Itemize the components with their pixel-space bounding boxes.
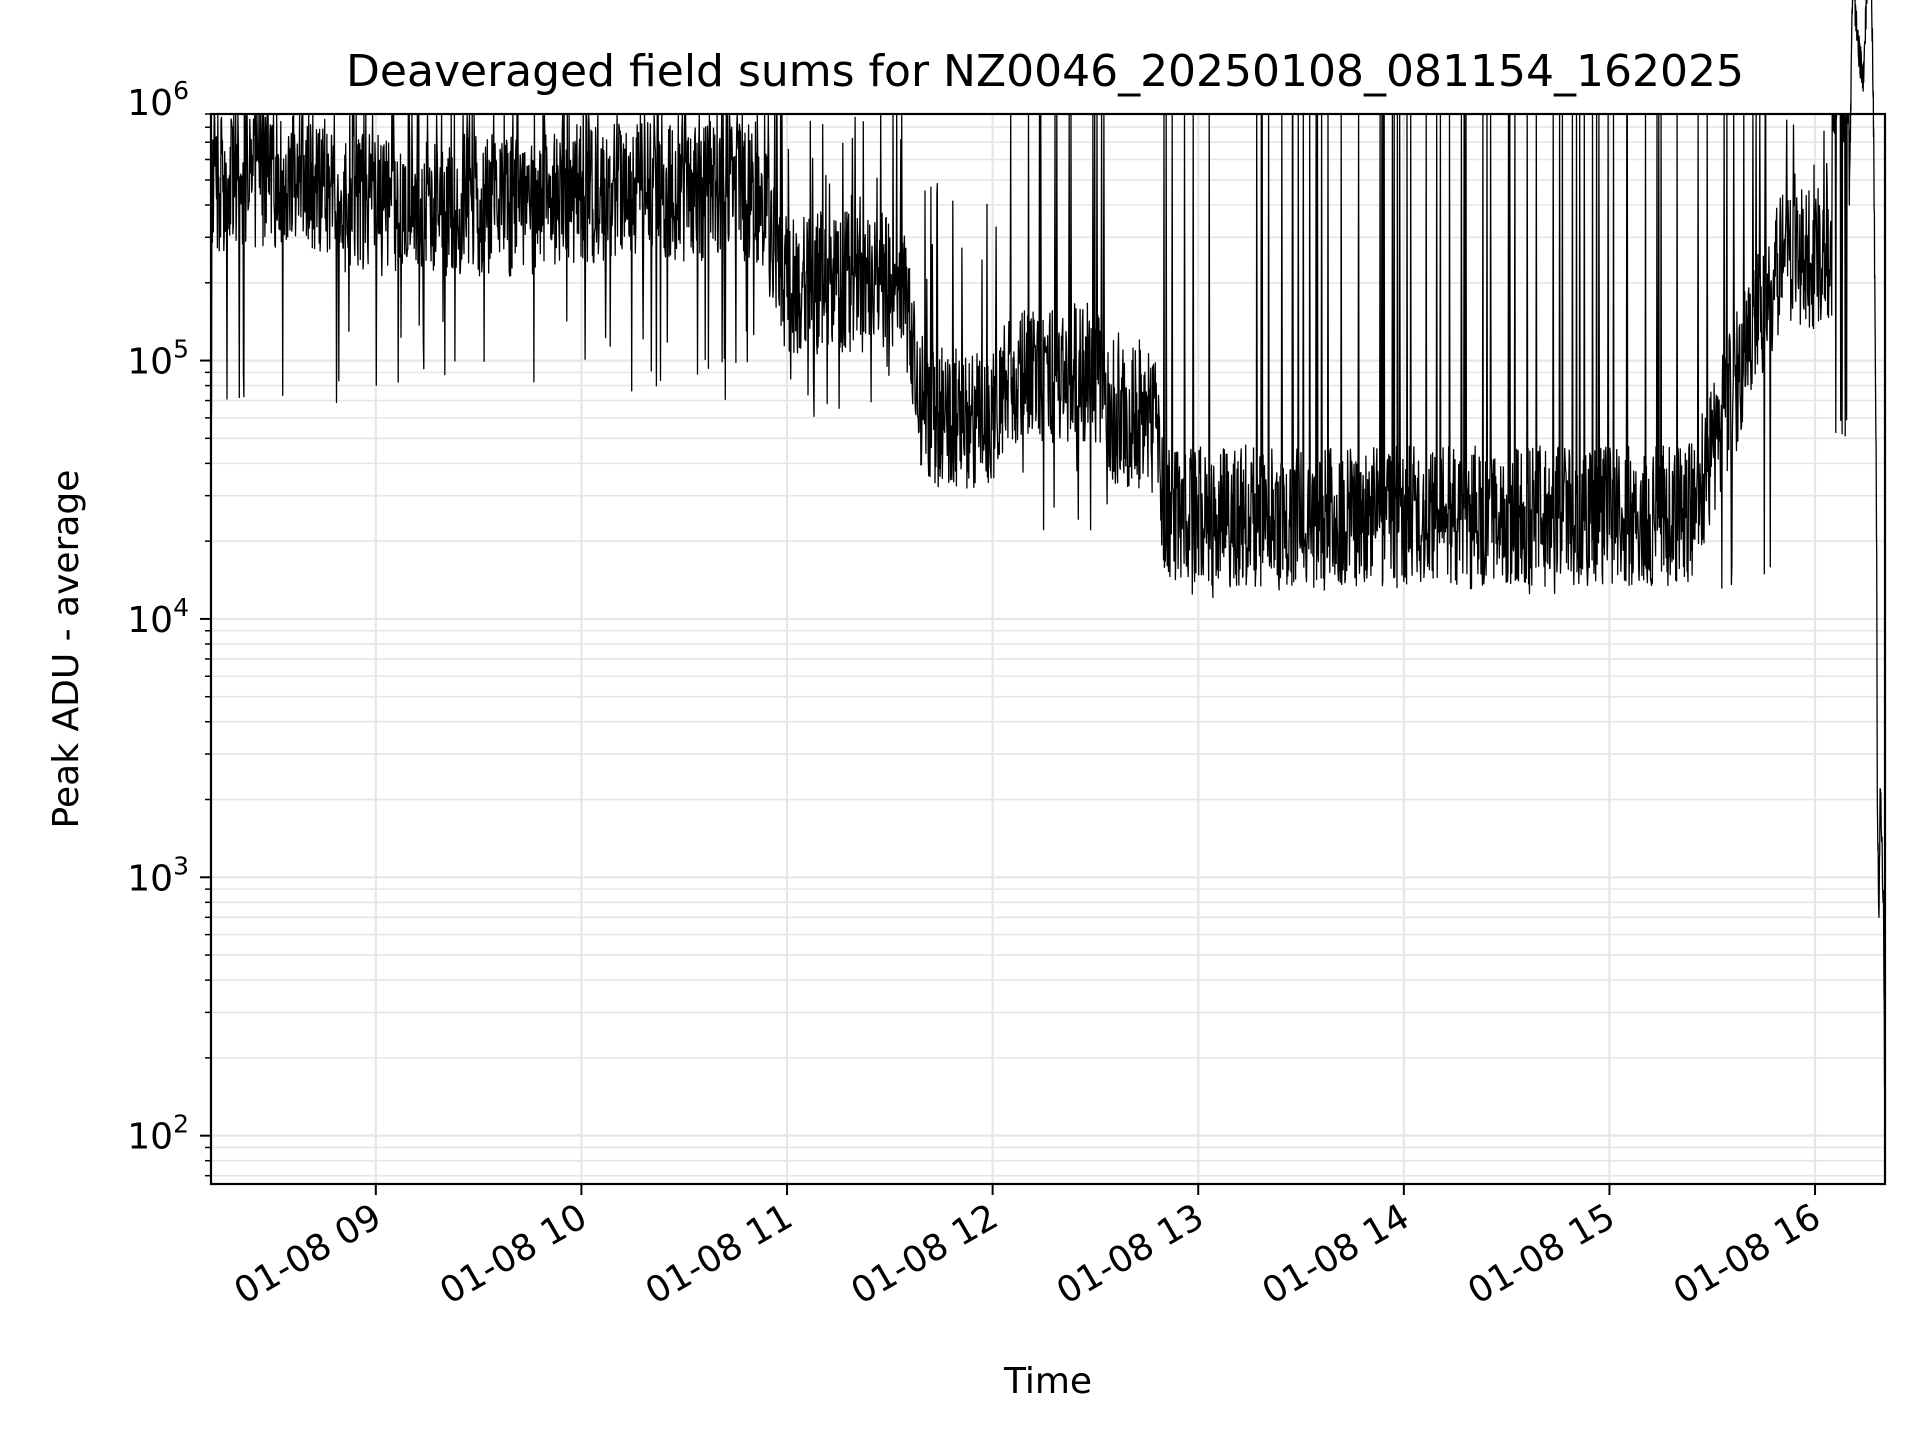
grid-layer xyxy=(211,113,1885,1184)
y-tick-label: 102 xyxy=(127,1110,189,1158)
y-axis-label: Peak ADU - average xyxy=(46,470,87,829)
y-axis: 102 103 104 105 106 xyxy=(127,76,211,1177)
y-tick-label: 106 xyxy=(127,76,189,124)
y-tick-label: 105 xyxy=(127,335,189,383)
x-axis-label: Time xyxy=(1003,1361,1092,1402)
series-layer xyxy=(210,0,1886,1136)
chart-title: Deaveraged field sums for NZ0046_2025010… xyxy=(346,46,1744,97)
y-tick-label: 104 xyxy=(127,593,189,641)
series-line xyxy=(210,0,1886,1136)
plot-frame xyxy=(209,112,1887,1186)
y-tick-label: 103 xyxy=(127,851,189,899)
